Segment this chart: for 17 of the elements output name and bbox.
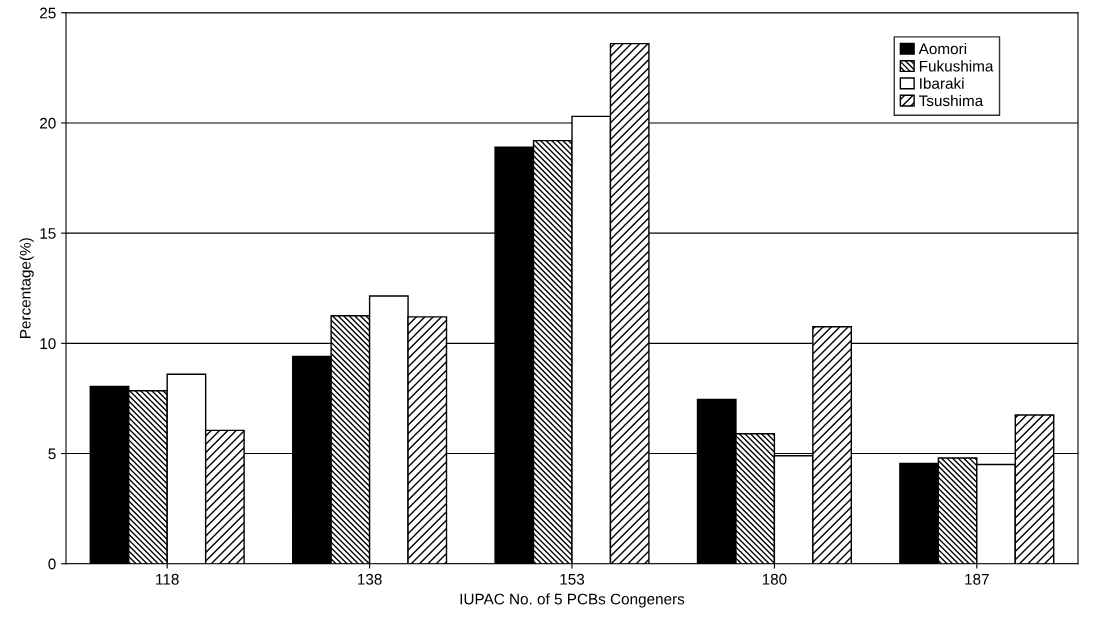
x-tick-label: 138 [358,573,382,585]
y-tick-label: 25 [40,7,56,19]
x-tick-label: 180 [762,573,787,585]
y-tick-label: 15 [40,228,56,239]
legend-label: Aomori [918,43,967,55]
x-tick-label: 187 [965,573,989,585]
legend-label: Fukushima [919,60,994,72]
y-tick-label: 10 [40,338,56,350]
y-tick-label: 5 [48,448,56,460]
legend-label: Ibaraki [920,77,964,89]
y-axis-title: Percentage(%) [19,238,34,338]
x-tick-label: 118 [156,573,179,585]
legend-label: Tsushima [919,94,984,107]
y-tick-label: 20 [40,117,56,129]
y-tick-label: 0 [48,558,56,570]
x-axis-title: IUPAC No. of 5 PCBs Congeners [460,593,685,608]
x-tick-label: 153 [560,573,585,585]
